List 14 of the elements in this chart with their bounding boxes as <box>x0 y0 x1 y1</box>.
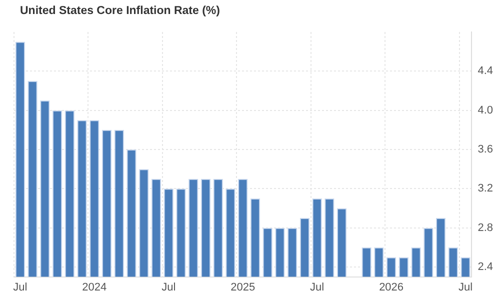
x-tick-label: Jul <box>310 281 324 294</box>
y-tick-label: 4.0 <box>478 104 494 116</box>
y-tick-label: 2.4 <box>478 261 494 274</box>
chart-title: United States Core Inflation Rate (%) <box>20 5 220 17</box>
y-tick-label: 3.6 <box>478 144 494 156</box>
x-tick-label: 2026 <box>379 281 404 294</box>
x-tick-label: 2024 <box>82 281 107 294</box>
y-tick-label: 4.4 <box>478 65 494 78</box>
y-tick-label: 2.8 <box>478 222 494 234</box>
x-tick-label: 2025 <box>230 281 256 294</box>
y-tick-label: 3.2 <box>478 182 494 195</box>
x-tick-label: Jul <box>13 281 28 294</box>
x-tick-label: Jul <box>162 281 176 294</box>
x-tick-label: Jul <box>458 281 473 294</box>
